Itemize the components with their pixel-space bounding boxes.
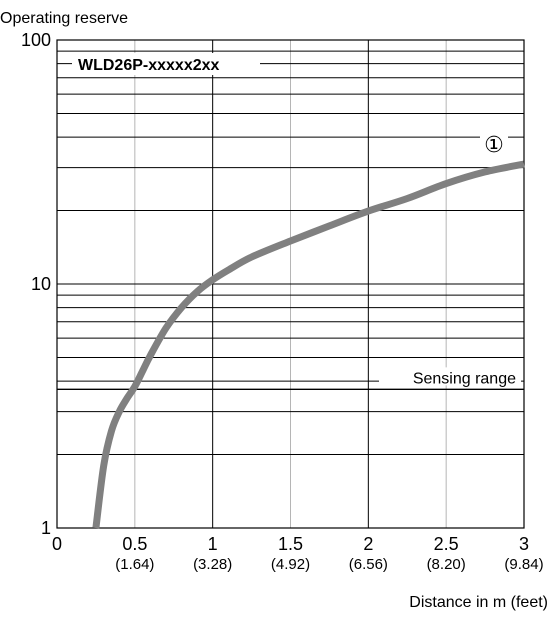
y-tick-label: 10 [31, 274, 51, 294]
y-tick-label: 100 [21, 30, 51, 50]
x-tick-sublabel: (8.20) [427, 556, 466, 573]
series-1-marker-bg [480, 132, 508, 156]
x-tick-labels: 0 0.5 (1.64) 1 (3.28) 1.5 (4.92) 2 (6.56) 2.5 (8.2… [52, 534, 544, 573]
x-tick-label: 1.5 [278, 534, 303, 554]
sensing-range-label-bg [379, 367, 521, 386]
plot-frame [56, 39, 525, 529]
sensing-range-label: Sensing range [413, 370, 516, 387]
x-tick-label: 2.5 [434, 534, 459, 554]
y-tick-labels: 1 10 100 [21, 30, 51, 538]
x-tick-label: 1 [208, 534, 218, 554]
x-tick-sublabel: (1.64) [115, 556, 154, 573]
series-1-line [92, 160, 525, 529]
y-axis-title: Operating reserve [0, 10, 128, 27]
series-1-marker: ① [484, 132, 504, 157]
x-tick-label: 3 [519, 534, 529, 554]
model-label: WLD26P-xxxxx2xx [78, 57, 220, 74]
x-tick-sublabel: (4.92) [271, 556, 310, 573]
x-tick-label: 0.5 [122, 534, 147, 554]
x-axis-title: Distance in m (feet) [409, 594, 548, 611]
x-tick-sublabel: (9.84) [504, 556, 543, 573]
y-tick-label: 1 [41, 518, 51, 538]
x-tick-sublabel: (6.56) [349, 556, 388, 573]
x-tick-label: 2 [363, 534, 373, 554]
major-grid [57, 40, 524, 528]
x-tick-sublabel: (3.28) [193, 556, 232, 573]
model-label-bg [72, 53, 260, 75]
x-tick-label: 0 [52, 534, 62, 554]
